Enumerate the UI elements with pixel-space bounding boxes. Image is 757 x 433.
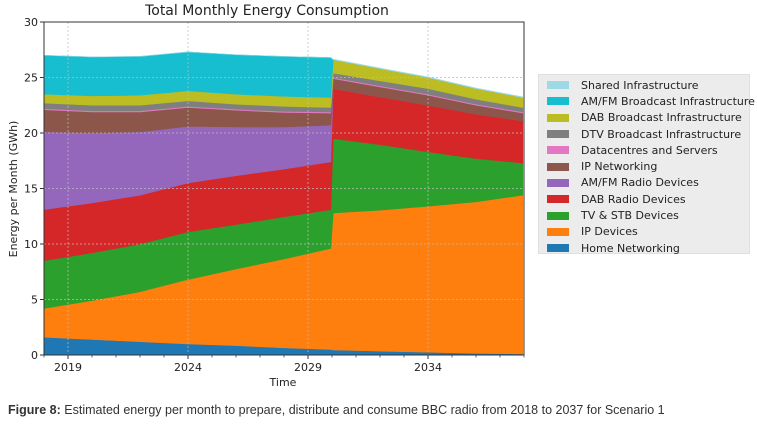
x-tick-label: 2019	[54, 361, 82, 374]
legend-label: AM/FM Radio Devices	[581, 176, 699, 190]
legend-label: DTV Broadcast Infrastructure	[581, 127, 742, 141]
legend-swatch	[547, 178, 569, 187]
legend-item-ip-devices: IP Devices	[547, 224, 749, 240]
grid-lines	[44, 22, 524, 355]
legend-item-home-networking: Home Networking	[547, 240, 749, 256]
legend-item-ip-networking: IP Networking	[547, 158, 749, 174]
legend-label: TV & STB Devices	[581, 209, 679, 223]
legend-item-datacentres-and-servers: Datacentres and Servers	[547, 142, 749, 158]
legend-swatch	[547, 113, 569, 122]
y-tick-label: 25	[24, 72, 38, 85]
legend-item-shared-infrastructure: Shared Infrastructure	[547, 77, 749, 93]
legend-swatch	[547, 195, 569, 204]
legend-label: Shared Infrastructure	[581, 78, 699, 92]
legend-swatch	[547, 162, 569, 171]
legend-swatch	[547, 81, 569, 90]
stacked-area-chart: Total Monthly Energy Consumption 0 5 10 15 2…	[7, 3, 525, 389]
legend-label: Datacentres and Servers	[581, 143, 718, 157]
legend-label: IP Networking	[581, 160, 658, 174]
legend-item-am-fm-broadcast-infrastructure: AM/FM Broadcast Infrastructure	[547, 93, 755, 109]
x-tick-label: 2034	[414, 361, 442, 374]
legend-label: DAB Broadcast Infrastructure	[581, 111, 742, 125]
y-axis: 0 5 10 15 20 25 30	[24, 16, 44, 362]
legend-label: IP Devices	[581, 225, 638, 239]
y-tick-label: 0	[31, 349, 38, 362]
legend-label: AM/FM Broadcast Infrastructure	[581, 94, 755, 108]
caption-text: Estimated energy per month to prepare, d…	[60, 403, 665, 417]
legend-swatch	[547, 211, 569, 220]
legend-item-tv-stb-devices: TV & STB Devices	[547, 207, 749, 223]
legend-label: DAB Radio Devices	[581, 192, 686, 206]
x-tick-label: 2024	[174, 361, 202, 374]
legend-item-dab-broadcast-infrastructure: DAB Broadcast Infrastructure	[547, 110, 749, 126]
legend-swatch	[547, 227, 569, 236]
legend-swatch	[547, 244, 569, 253]
caption-label: Figure 8:	[8, 403, 61, 417]
x-axis-title: Time	[269, 376, 297, 389]
figure-caption: Figure 8: Estimated energy per month to …	[8, 403, 665, 417]
y-tick-label: 30	[24, 16, 38, 29]
legend-swatch	[547, 97, 569, 106]
legend-label: Home Networking	[581, 241, 680, 255]
y-tick-label: 15	[24, 183, 38, 196]
y-tick-label: 10	[24, 238, 38, 251]
chart-legend: Shared Infrastructure AM/FM Broadcast Inf…	[538, 74, 755, 256]
x-axis: 2019 2024 2029 2034	[43, 355, 525, 374]
x-tick-label: 2029	[294, 361, 322, 374]
y-axis-title: Energy per Month (GWh)	[7, 121, 20, 258]
y-tick-label: 20	[24, 127, 38, 140]
legend-item-am-fm-radio-devices: AM/FM Radio Devices	[547, 175, 749, 191]
legend-swatch	[547, 146, 569, 155]
area-shared-infrastructure	[43, 51, 524, 98]
legend-item-dtv-broadcast-infrastructure: DTV Broadcast Infrastructure	[547, 126, 749, 142]
y-tick-label: 5	[31, 294, 38, 307]
legend-swatch	[547, 130, 569, 139]
legend-item-dab-radio-devices: DAB Radio Devices	[547, 191, 749, 207]
chart-title: Total Monthly Energy Consumption	[144, 3, 389, 19]
area-layers	[43, 51, 524, 356]
